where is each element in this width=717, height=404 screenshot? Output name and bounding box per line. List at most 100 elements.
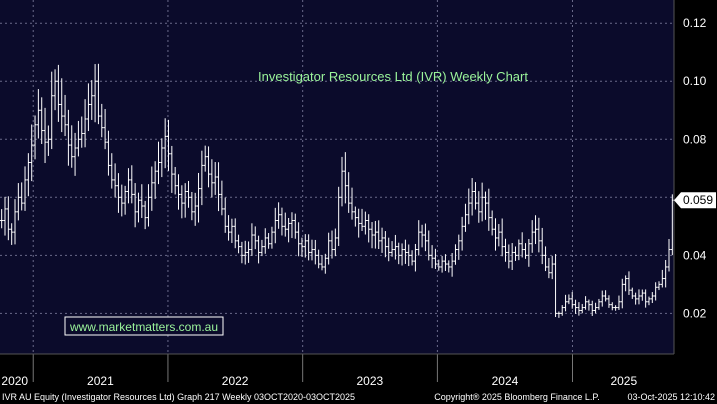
price-bar (320, 255, 324, 271)
price-bar (383, 231, 387, 258)
price-bar (250, 223, 254, 256)
price-bar (423, 223, 428, 252)
price-bar (10, 223, 14, 245)
price-bar (630, 287, 634, 299)
price-bar (313, 239, 317, 265)
price-bar (583, 296, 588, 310)
price-bar (617, 295, 621, 310)
price-bar (463, 203, 468, 232)
price-bar (647, 296, 651, 306)
price-bar (66, 109, 71, 166)
price-bar (657, 281, 661, 291)
price-bar (277, 202, 281, 229)
price-bar (523, 243, 528, 259)
watermark-text: www.marketmatters.com.au (69, 320, 218, 334)
price-bar (570, 291, 574, 309)
price-bar (126, 168, 131, 204)
price-bar (370, 222, 374, 249)
price-bar (193, 192, 197, 226)
price-bar (350, 187, 354, 220)
price-bar (440, 255, 444, 273)
price-bar (40, 97, 44, 145)
price-bar (597, 298, 601, 310)
price-bar (530, 220, 534, 253)
price-bar (627, 271, 631, 295)
x-tick-label: 2021 (87, 374, 114, 388)
price-bar (200, 150, 204, 206)
price-bar (337, 186, 341, 246)
price-bar (113, 163, 117, 198)
price-bar (216, 162, 221, 212)
price-bar (310, 239, 314, 261)
price-bar (16, 183, 20, 221)
price-bar (130, 165, 134, 204)
chart-title: Investigator Resources Ltd (IVR) Weekly … (258, 69, 528, 84)
price-bar (223, 197, 227, 233)
price-bar (400, 243, 404, 266)
price-bar (270, 226, 274, 249)
price-bar (340, 156, 344, 207)
price-bar (507, 244, 511, 269)
price-bar (510, 243, 514, 270)
price-bar (387, 237, 391, 262)
price-bar (30, 124, 34, 182)
price-bars (0, 63, 674, 318)
price-bar (33, 115, 37, 160)
price-bar (260, 239, 264, 257)
watermark-box (64, 316, 224, 336)
price-bar (300, 237, 304, 257)
price-bar (533, 215, 538, 245)
price-bar (553, 254, 558, 318)
price-bar (607, 295, 611, 308)
price-bar (470, 178, 474, 216)
footer-middle: Copyright® 2025 Bloomberg Finance L.P. (434, 392, 600, 402)
price-bar (634, 292, 638, 305)
price-bar (36, 89, 40, 139)
price-bar (614, 305, 618, 311)
price-bar (560, 305, 564, 316)
price-bar (450, 253, 454, 277)
price-bar (413, 243, 418, 272)
price-bar (96, 63, 101, 125)
price-bar (63, 94, 67, 137)
price-bar (620, 278, 624, 309)
price-bar (590, 300, 594, 316)
price-bar (467, 188, 471, 225)
price-bar (243, 240, 247, 265)
price-bar (587, 299, 591, 311)
price-bar (56, 64, 60, 122)
price-bar (567, 294, 571, 305)
price-bar (600, 290, 604, 307)
price-bar (100, 103, 104, 138)
price-bar (43, 107, 47, 164)
price-bar (246, 241, 251, 263)
year-separators (32, 354, 573, 382)
price-bar (76, 120, 81, 157)
price-bar (290, 212, 294, 239)
price-bar (624, 275, 628, 292)
price-bar (473, 182, 478, 210)
price-bar (654, 282, 658, 301)
price-bar (240, 241, 244, 264)
price-bar (226, 215, 231, 241)
footer-right: 03-Oct-2025 12:10:42 (627, 392, 715, 402)
price-bar (163, 118, 167, 169)
plot-area (0, 0, 674, 354)
y-tick-label: 0.10 (683, 74, 707, 88)
price-bar (303, 234, 307, 258)
price-bar (0, 209, 4, 229)
price-bar (120, 184, 124, 217)
price-bar (483, 191, 488, 220)
price-bar (173, 166, 177, 195)
y-tick-label: 0.12 (683, 16, 707, 30)
price-bar (403, 239, 408, 264)
price-bar (427, 230, 431, 261)
price-bar (287, 217, 291, 243)
price-bar (603, 290, 608, 302)
price-bar (80, 116, 84, 148)
price-bar (203, 145, 207, 172)
price-bar (593, 302, 598, 314)
last-price-label: 0.059 (683, 193, 713, 207)
price-bar (557, 311, 561, 318)
price-bar (136, 192, 141, 223)
